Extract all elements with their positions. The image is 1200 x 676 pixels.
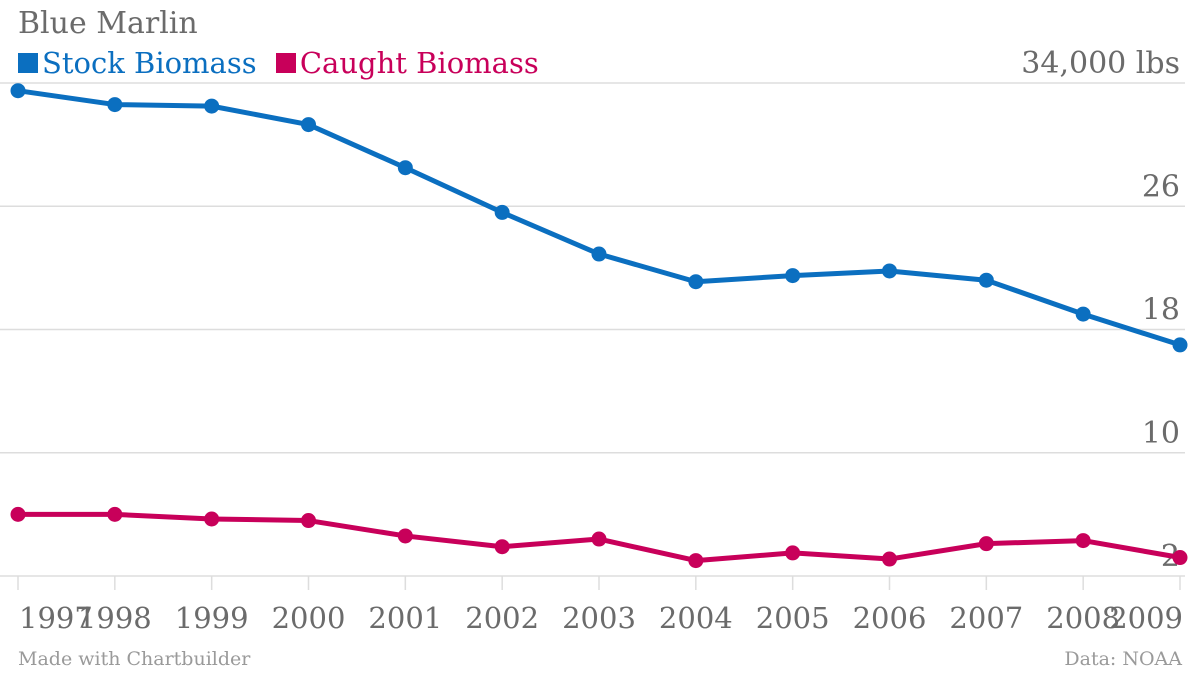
data-point-caught — [785, 545, 801, 561]
legend-item-caught: Caught Biomass — [275, 46, 539, 80]
data-point-caught — [1075, 533, 1091, 549]
data-point-stock — [882, 263, 897, 279]
data-point-caught — [204, 511, 220, 527]
x-tick-label: 2002 — [465, 601, 539, 635]
footer-source: Data: NOAA — [1064, 648, 1182, 670]
legend-swatch-stock — [18, 53, 38, 73]
data-point-stock — [301, 117, 316, 133]
data-point-stock — [978, 272, 994, 288]
data-point-caught — [301, 513, 316, 529]
data-point-caught — [591, 531, 607, 547]
data-point-stock — [494, 204, 510, 220]
y-tick-label: 10 — [1142, 416, 1180, 451]
x-tick-label: 2007 — [949, 601, 1023, 635]
y-tick-label: 34,000 lbs — [1021, 46, 1180, 81]
x-tick-label: 1999 — [175, 601, 249, 635]
data-point-caught — [107, 506, 123, 522]
data-point-stock — [785, 268, 801, 284]
x-tick-label: 2003 — [562, 601, 636, 635]
data-point-stock — [591, 246, 607, 262]
chart-title: Blue Marlin — [18, 6, 198, 41]
legend: Stock Biomass Caught Biomass — [18, 46, 549, 80]
data-point-stock — [204, 98, 220, 114]
data-point-stock — [397, 160, 413, 176]
data-point-stock — [107, 97, 123, 113]
y-tick-label: 26 — [1142, 169, 1180, 204]
x-tick-label: 2008 — [1046, 601, 1120, 635]
legend-label-stock: Stock Biomass — [42, 46, 257, 80]
data-point-caught — [882, 551, 897, 567]
x-tick-label: 1998 — [78, 601, 152, 635]
data-point-stock — [1075, 306, 1091, 322]
data-point-caught — [688, 553, 704, 569]
footer-credit: Made with Chartbuilder — [18, 648, 251, 670]
data-point-stock — [10, 83, 26, 99]
x-tick-label: 2001 — [368, 601, 442, 635]
x-tick-label: 1997 — [19, 601, 93, 635]
y-tick-label: 18 — [1142, 293, 1180, 328]
series-line-stock — [15, 88, 1183, 348]
legend-item-stock: Stock Biomass — [18, 46, 257, 80]
x-tick-label: 2005 — [756, 601, 830, 635]
data-point-stock — [1172, 337, 1188, 353]
x-tick-label: 2000 — [272, 601, 346, 635]
data-point-stock — [688, 274, 704, 290]
data-point-caught — [1172, 550, 1188, 566]
x-tick-label: 2009 — [1109, 601, 1183, 635]
legend-swatch-caught — [275, 53, 296, 73]
data-point-caught — [494, 539, 510, 555]
x-tick-label: 2004 — [659, 601, 733, 635]
legend-label-caught: Caught Biomass — [299, 46, 539, 80]
x-tick-label: 2006 — [853, 601, 927, 635]
data-point-caught — [10, 506, 26, 522]
data-point-caught — [397, 528, 413, 544]
data-point-caught — [978, 536, 994, 552]
